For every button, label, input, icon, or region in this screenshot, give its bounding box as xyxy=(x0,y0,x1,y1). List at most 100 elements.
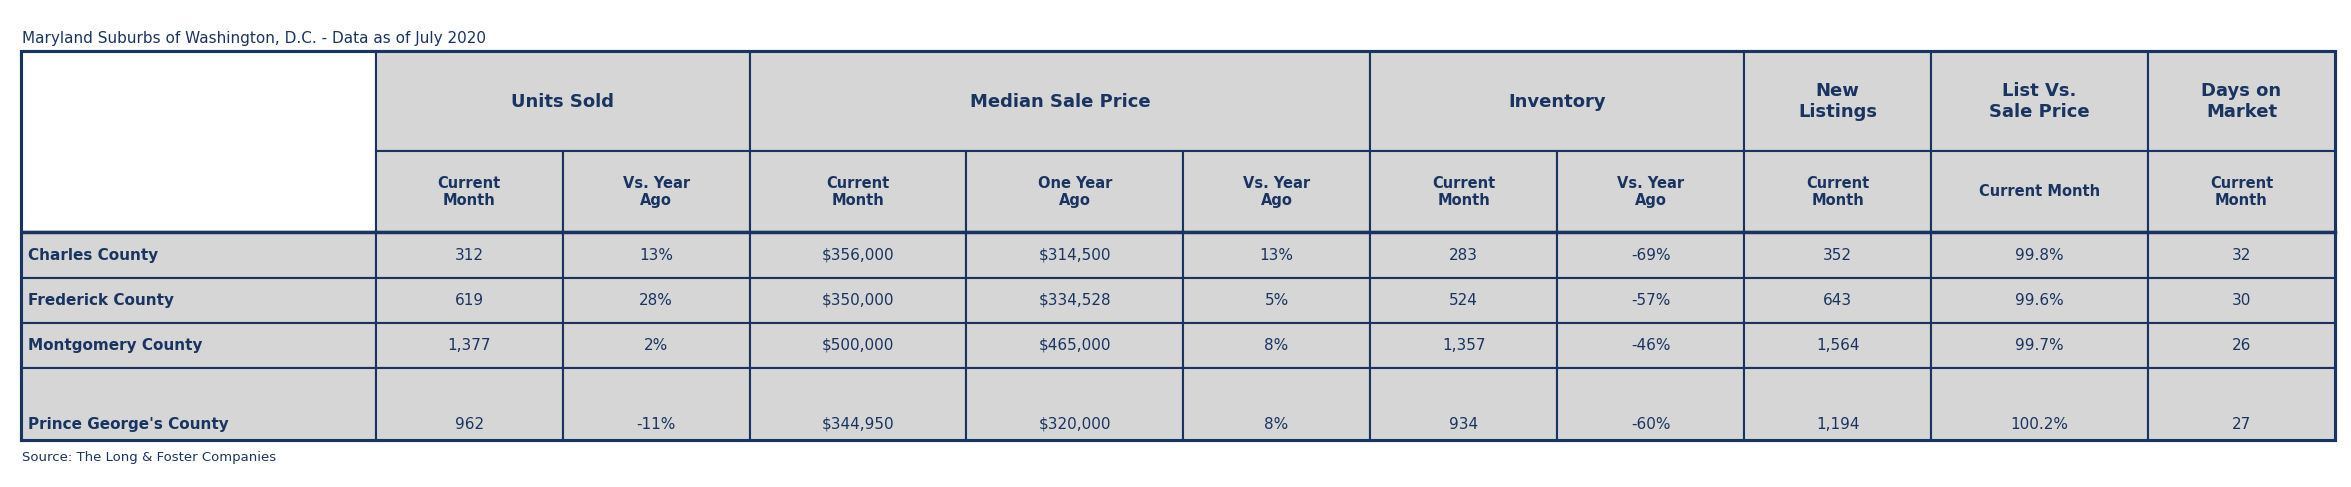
Bar xyxy=(966,232,1183,278)
Bar xyxy=(1930,151,2149,232)
Text: 1,357: 1,357 xyxy=(1441,338,1486,353)
Text: $465,000: $465,000 xyxy=(1039,338,1112,353)
Text: 27: 27 xyxy=(2231,417,2252,432)
Text: Days on
Market: Days on Market xyxy=(2201,82,2280,121)
Bar xyxy=(562,151,750,232)
Bar xyxy=(2149,368,2335,440)
Text: 13%: 13% xyxy=(1260,247,1293,262)
Text: 312: 312 xyxy=(454,247,484,262)
Text: $320,000: $320,000 xyxy=(1039,417,1112,432)
Bar xyxy=(2149,278,2335,323)
Text: $356,000: $356,000 xyxy=(823,247,893,262)
Text: $334,528: $334,528 xyxy=(1039,293,1112,308)
Bar xyxy=(376,323,562,368)
Bar xyxy=(562,278,750,323)
Bar xyxy=(21,323,376,368)
Text: 26: 26 xyxy=(2231,338,2252,353)
Bar xyxy=(1183,368,1371,440)
Bar xyxy=(1930,323,2149,368)
Bar xyxy=(750,368,966,440)
Text: -69%: -69% xyxy=(1632,247,1672,262)
Text: -11%: -11% xyxy=(637,417,675,432)
Text: Median Sale Price: Median Sale Price xyxy=(969,93,1150,111)
Text: 962: 962 xyxy=(454,417,484,432)
Text: $314,500: $314,500 xyxy=(1039,247,1112,262)
Bar xyxy=(1183,323,1371,368)
Bar xyxy=(1183,232,1371,278)
Text: Frederick County: Frederick County xyxy=(28,293,174,308)
Bar xyxy=(2149,323,2335,368)
Text: Prince George's County: Prince George's County xyxy=(28,417,228,432)
Text: 1,377: 1,377 xyxy=(447,338,491,353)
Text: Current
Month: Current Month xyxy=(1806,176,1869,208)
Text: 1,564: 1,564 xyxy=(1815,338,1860,353)
Text: $350,000: $350,000 xyxy=(823,293,893,308)
Bar xyxy=(1556,151,1744,232)
Text: 100.2%: 100.2% xyxy=(2010,417,2069,432)
Bar xyxy=(1556,368,1744,440)
Bar xyxy=(21,52,2335,440)
Bar xyxy=(966,323,1183,368)
Bar xyxy=(1556,323,1744,368)
Text: Source: The Long & Foster Companies: Source: The Long & Foster Companies xyxy=(21,451,275,465)
Text: Current Month: Current Month xyxy=(1980,185,2099,199)
Bar xyxy=(750,232,966,278)
Bar xyxy=(750,278,966,323)
Text: -46%: -46% xyxy=(1632,338,1672,353)
Bar xyxy=(1744,278,1930,323)
Text: Current
Month: Current Month xyxy=(828,176,889,208)
Bar xyxy=(966,368,1183,440)
Bar xyxy=(1744,151,1930,232)
Bar xyxy=(966,151,1183,232)
Bar xyxy=(1930,278,2149,323)
Bar xyxy=(1556,232,1744,278)
Bar xyxy=(26,56,2330,436)
Text: Vs. Year
Ago: Vs. Year Ago xyxy=(1617,176,1683,208)
Bar xyxy=(1744,232,1930,278)
Bar xyxy=(376,368,562,440)
Text: 8%: 8% xyxy=(1265,417,1288,432)
Text: Vs. Year
Ago: Vs. Year Ago xyxy=(1244,176,1310,208)
Text: Inventory: Inventory xyxy=(1509,93,1606,111)
Text: Montgomery County: Montgomery County xyxy=(28,338,202,353)
Text: Current
Month: Current Month xyxy=(1432,176,1495,208)
Bar xyxy=(376,232,562,278)
Bar xyxy=(376,52,750,151)
Text: 934: 934 xyxy=(1448,417,1479,432)
Text: 352: 352 xyxy=(1824,247,1853,262)
Bar xyxy=(1371,323,1556,368)
Text: Maryland Suburbs of Washington, D.C. - Data as of July 2020: Maryland Suburbs of Washington, D.C. - D… xyxy=(21,31,487,45)
Text: Current
Month: Current Month xyxy=(2210,176,2273,208)
Bar xyxy=(1371,151,1556,232)
Text: 99.6%: 99.6% xyxy=(2015,293,2064,308)
Bar xyxy=(750,52,1371,151)
Bar xyxy=(1183,278,1371,323)
Bar xyxy=(2149,52,2335,151)
Text: 13%: 13% xyxy=(639,247,672,262)
Text: 643: 643 xyxy=(1822,293,1853,308)
Bar xyxy=(1371,278,1556,323)
Text: $344,950: $344,950 xyxy=(823,417,893,432)
Text: New
Listings: New Listings xyxy=(1799,82,1876,121)
Bar xyxy=(21,52,376,232)
Bar xyxy=(966,278,1183,323)
Bar xyxy=(1183,151,1371,232)
Text: Units Sold: Units Sold xyxy=(510,93,614,111)
Bar xyxy=(562,232,750,278)
Bar xyxy=(1371,368,1556,440)
Bar xyxy=(1744,323,1930,368)
Text: 1,194: 1,194 xyxy=(1815,417,1860,432)
Text: 283: 283 xyxy=(1448,247,1479,262)
Bar xyxy=(1744,52,1930,151)
Bar xyxy=(21,278,376,323)
Bar xyxy=(21,368,376,440)
Bar xyxy=(1556,278,1744,323)
Text: List Vs.
Sale Price: List Vs. Sale Price xyxy=(1989,82,2090,121)
Bar xyxy=(376,278,562,323)
Bar xyxy=(1930,232,2149,278)
Bar xyxy=(750,151,966,232)
Text: 99.8%: 99.8% xyxy=(2015,247,2064,262)
Text: Current
Month: Current Month xyxy=(437,176,501,208)
Bar xyxy=(750,323,966,368)
Bar xyxy=(376,151,562,232)
